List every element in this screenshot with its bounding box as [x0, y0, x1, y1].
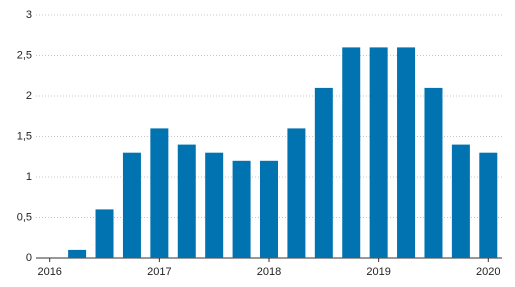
bar — [68, 249, 87, 258]
bar — [479, 152, 498, 258]
bar — [205, 152, 224, 258]
bar — [397, 47, 416, 259]
x-tick-label: 2019 — [366, 266, 390, 278]
bar — [260, 160, 278, 258]
bar — [232, 160, 251, 258]
x-tick-label: 2018 — [257, 266, 281, 278]
bar — [451, 144, 470, 258]
y-tick-label: 2,5 — [17, 49, 32, 61]
bar — [122, 152, 141, 258]
bar — [424, 87, 443, 259]
y-tick-label: 2 — [26, 90, 32, 102]
bar — [314, 87, 333, 259]
bar — [95, 209, 114, 258]
y-tick-label: 0 — [26, 252, 32, 264]
bar — [150, 128, 169, 258]
y-tick-label: 0,5 — [17, 211, 32, 223]
x-tick-label: 2017 — [147, 266, 171, 278]
y-tick-label: 1 — [26, 171, 32, 183]
y-tick-label: 3 — [26, 9, 32, 21]
y-tick-label: 1,5 — [17, 130, 32, 142]
x-tick-label: 2016 — [37, 266, 61, 278]
bar — [177, 144, 196, 258]
x-tick-label: 2020 — [476, 266, 500, 278]
bar — [342, 47, 361, 259]
bar — [369, 47, 388, 259]
bar — [287, 128, 306, 258]
